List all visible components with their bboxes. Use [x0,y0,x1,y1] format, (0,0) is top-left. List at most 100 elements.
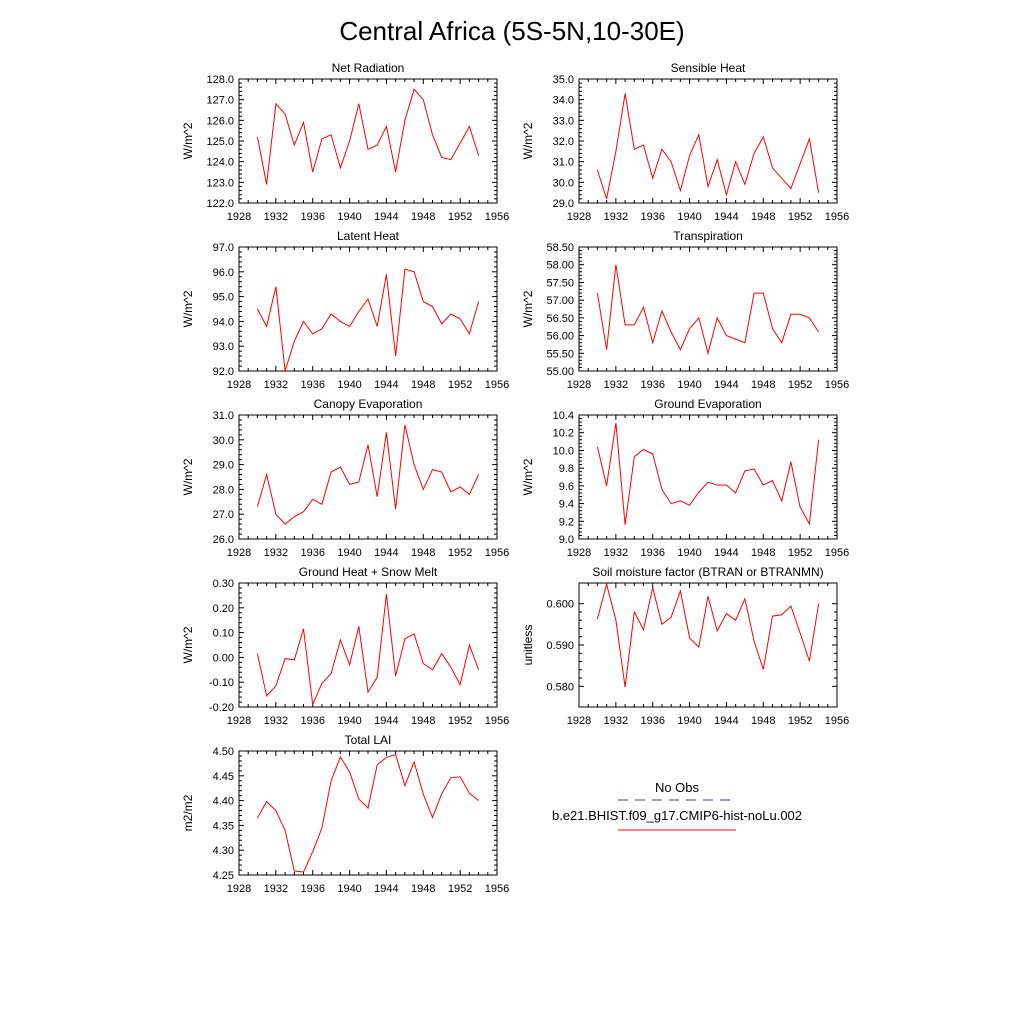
y-axis-label: unitless [521,625,535,666]
y-tick-label: -0.10 [209,677,234,689]
y-axis-label: W/m^2 [181,626,195,663]
panel-ground-evaporation: Ground Evaporation 1928 1932 1936 1940 1944 19… [521,397,849,559]
y-tick-label: 9.0 [559,534,574,546]
y-tick-label: 122.0 [206,198,234,210]
x-tick-label: 1948 [411,883,435,895]
x-tick-label: 1932 [604,715,628,727]
x-tick-label: 1952 [448,883,472,895]
x-tick-label: 1944 [714,715,738,727]
x-tick-label: 1932 [264,883,288,895]
y-tick-label: 97.0 [213,242,234,254]
x-tick-label: 1940 [677,715,701,727]
y-tick-label: 9.6 [559,481,574,493]
x-tick-label: 1956 [485,211,509,223]
panel-ground-heat-snow-melt: Ground Heat + Snow Melt 1928 1932 1936 1940 1… [181,565,509,727]
figure-title: Central Africa (5S-5N,10-30E) [339,16,684,46]
x-tick-label: 1944 [374,379,398,391]
x-tick-label: 1952 [448,379,472,391]
panel-title: Total LAI [345,733,392,747]
y-tick-label: 126.0 [206,115,234,127]
x-tick-label: 1952 [448,547,472,559]
plot-frame [578,582,838,708]
panel-title: Transpiration [673,229,743,243]
y-tick-label: 26.0 [213,534,234,546]
x-tick-label: 1948 [411,211,435,223]
y-tick-label: 4.25 [213,870,234,882]
plot-frame [238,78,498,204]
y-tick-label: 123.0 [206,177,234,189]
panel-title: Latent Heat [337,229,400,243]
x-tick-label: 1944 [714,211,738,223]
y-tick-label: 55.00 [546,366,574,378]
y-tick-label: 128.0 [206,74,234,86]
y-tick-label: 10.4 [553,410,574,422]
plot-frame [238,414,498,540]
y-tick-label: 125.0 [206,136,234,148]
x-tick-label: 1940 [337,379,361,391]
y-tick-label: 0.600 [546,599,574,611]
y-tick-label: 35.0 [553,74,574,86]
x-tick-label: 1928 [227,883,251,895]
x-tick-label: 1956 [825,715,849,727]
y-tick-label: 124.0 [206,157,234,169]
x-tick-label: 1952 [788,379,812,391]
y-tick-label: 10.0 [553,445,574,457]
x-tick-label: 1948 [751,715,775,727]
x-tick-label: 1944 [374,211,398,223]
series-line [596,582,820,688]
panel-title: Ground Evaporation [654,397,761,411]
legend-label-model: b.e21.BHIST.f09_g17.CMIP6-hist-noLu.002 [552,808,802,823]
x-tick-label: 1936 [300,547,324,559]
x-tick-label: 1940 [337,715,361,727]
x-tick-label: 1940 [677,547,701,559]
y-tick-label: 93.0 [213,341,234,353]
x-tick-label: 1928 [227,379,251,391]
y-tick-label: 30.0 [213,435,234,447]
y-tick-label: 55.50 [546,348,574,360]
x-tick-label: 1952 [788,211,812,223]
x-tick-label: 1928 [227,211,251,223]
x-tick-label: 1936 [640,211,664,223]
panel-title: Net Radiation [332,61,405,75]
y-tick-label: 31.0 [553,157,574,169]
x-tick-label: 1956 [485,715,509,727]
y-tick-label: 95.0 [213,292,234,304]
y-tick-label: 30.0 [553,177,574,189]
x-tick-label: 1952 [448,211,472,223]
x-tick-label: 1944 [374,547,398,559]
panel-total-lai: Total LAI 1928 1932 1936 1940 1944 1948 1952 195… [181,733,509,895]
y-axis-label: W/m^2 [521,290,535,327]
y-axis-label: W/m^2 [181,290,195,327]
x-tick-label: 1944 [374,715,398,727]
plot-frame [578,414,838,540]
panel-title: Soil moisture factor (BTRAN or BTRANMN) [592,565,823,579]
y-tick-label: 0.10 [213,628,234,640]
y-tick-label: 4.50 [213,746,234,758]
x-tick-label: 1932 [604,547,628,559]
x-tick-label: 1940 [337,547,361,559]
y-tick-label: 9.2 [559,516,574,528]
y-tick-label: 56.50 [546,313,574,325]
x-tick-label: 1956 [485,547,509,559]
y-tick-label: 29.0 [553,198,574,210]
x-tick-label: 1936 [640,715,664,727]
x-tick-label: 1928 [567,547,591,559]
x-tick-label: 1940 [677,211,701,223]
series-line [596,422,820,526]
x-tick-label: 1948 [751,379,775,391]
x-tick-label: 1944 [714,379,738,391]
y-axis-label: W/m^2 [521,458,535,495]
panel-title: Ground Heat + Snow Melt [299,565,438,579]
y-tick-label: 0.590 [546,640,574,652]
y-tick-label: 0.30 [213,578,234,590]
x-tick-label: 1932 [264,211,288,223]
y-axis-label: W/m^2 [521,122,535,159]
x-tick-label: 1948 [751,211,775,223]
legend-label-no-obs: No Obs [655,780,700,795]
x-tick-label: 1952 [788,715,812,727]
panel-title: Sensible Heat [671,61,746,75]
x-tick-label: 1956 [825,379,849,391]
x-tick-label: 1928 [227,547,251,559]
x-tick-label: 1956 [825,211,849,223]
x-tick-label: 1948 [751,547,775,559]
